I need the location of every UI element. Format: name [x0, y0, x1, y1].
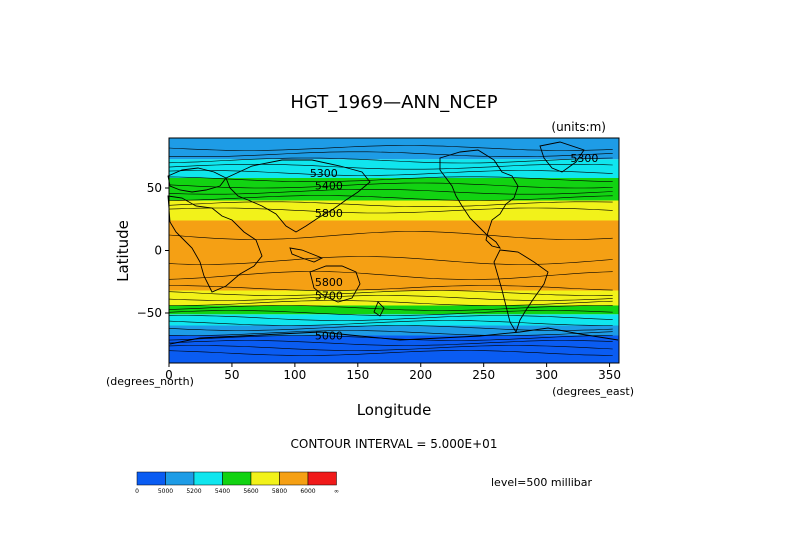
colorbar-label-2: 5200 [186, 488, 201, 495]
coastline-europe [167, 167, 227, 193]
colorbar-label-7: ∞ [334, 488, 339, 495]
contour-interval-label: CONTOUR INTERVAL = 5.000E+01 [291, 437, 498, 451]
band-0 [169, 335, 619, 363]
coastline-new-zealand [373, 301, 385, 317]
contour-label-6: 5000 [315, 330, 343, 343]
contour-line-1 [168, 151, 613, 157]
contour-line-16 [168, 310, 613, 316]
contour-line-19 [168, 325, 613, 331]
colorbar-label-0: 0 [135, 488, 139, 495]
contour-line-22 [168, 340, 613, 346]
contour-line-3 [168, 164, 613, 170]
band-6 [169, 200, 619, 221]
colorbar-label-4: 5600 [243, 488, 258, 495]
colorbar-swatch-1 [165, 471, 195, 486]
coastline-australia [309, 265, 361, 303]
contour-line-17 [168, 315, 613, 321]
contour-label-5: 5700 [315, 290, 343, 303]
contour-line-18 [168, 320, 613, 326]
band-2 [169, 314, 619, 326]
coastline-africa [167, 195, 263, 293]
contour-line-7 [168, 189, 613, 195]
contour-label-1: 5400 [315, 180, 343, 193]
x-tick-label-5: 250 [472, 368, 495, 382]
coastline-asia [225, 159, 371, 233]
band-8 [169, 159, 619, 178]
contour-line-13 [168, 295, 613, 301]
band-5 [169, 220, 619, 291]
contour-line-25 [168, 231, 613, 240]
x-tick-label-1: 50 [224, 368, 239, 382]
contour-line-23 [168, 345, 613, 351]
contour-line-5 [168, 176, 613, 182]
band-3 [169, 305, 619, 315]
x-tick-label-2: 100 [283, 368, 306, 382]
contour-line-6 [168, 182, 613, 189]
colorbar-swatch-6 [307, 471, 337, 486]
contour-line-0 [168, 145, 613, 151]
contour-line-4 [168, 170, 613, 176]
colorbar-label-6: 6000 [300, 488, 315, 495]
colorbar-swatch-4 [250, 471, 280, 486]
x-tick-label-7: 350 [598, 368, 621, 382]
x-units-label: (degrees_east) [552, 385, 634, 398]
y-tick-label-1: 0 [154, 244, 162, 258]
y-axis-ticks: 50 0 −50 [137, 181, 169, 320]
coastline-south-america [493, 249, 549, 334]
band-1 [169, 325, 619, 336]
coastline-north-america [439, 149, 519, 249]
contour-line-12 [168, 290, 613, 296]
y-tick-label-0: 50 [147, 181, 162, 195]
contour-line-26 [168, 256, 613, 265]
x-axis-ticks: 0 50 100 150 200 250 300 350 [165, 363, 621, 382]
colorbar-label-1: 5000 [158, 488, 173, 495]
map-title: HGT_1969—ANN_NCEP [290, 92, 497, 113]
contour-line-10 [168, 207, 613, 214]
contour-label-3: 5300 [570, 152, 598, 165]
contour-label-4: 5800 [315, 276, 343, 289]
coastline-antarctica [169, 327, 619, 345]
color-bands [169, 138, 619, 363]
x-tick-label-6: 300 [535, 368, 558, 382]
colorbar-label-3: 5400 [215, 488, 230, 495]
contour-line-14 [169, 300, 613, 306]
colorbar-swatch-3 [222, 471, 252, 486]
coastline-greenland [539, 141, 585, 173]
contour-line-20 [168, 330, 613, 336]
colorbar-swatch-0 [136, 471, 166, 486]
y-tick-label-2: −50 [137, 306, 162, 320]
x-tick-label-0: 0 [165, 368, 173, 382]
y-units-label: (degrees_north) [106, 375, 194, 388]
coastlines [167, 141, 619, 345]
x-tick-label-4: 200 [409, 368, 432, 382]
contour-line-27 [168, 271, 613, 280]
contour-line-11 [169, 285, 613, 291]
contour-line-15 [168, 305, 613, 311]
colorbar-swatch-5 [279, 471, 309, 486]
contour-label-2: 5800 [315, 207, 343, 220]
contour-line-24 [168, 350, 613, 356]
coastline-indonesia [289, 247, 324, 263]
band-4 [169, 290, 619, 306]
x-axis-title: Longitude [357, 401, 432, 419]
colorbar: 0 5000 5200 5400 5600 5800 6000 ∞ [135, 471, 339, 495]
contour-line-2 [168, 157, 613, 164]
contour-line-9 [168, 201, 613, 207]
units-label: (units:m) [551, 120, 606, 134]
colorbar-swatch-2 [193, 471, 223, 486]
colorbar-label-5: 5800 [272, 488, 287, 495]
band-7 [169, 178, 619, 201]
contour-label-0: 5300 [310, 167, 338, 180]
x-tick-label-3: 150 [346, 368, 369, 382]
level-label: level=500 millibar [491, 476, 593, 489]
y-axis-title: Latitude [114, 220, 132, 282]
